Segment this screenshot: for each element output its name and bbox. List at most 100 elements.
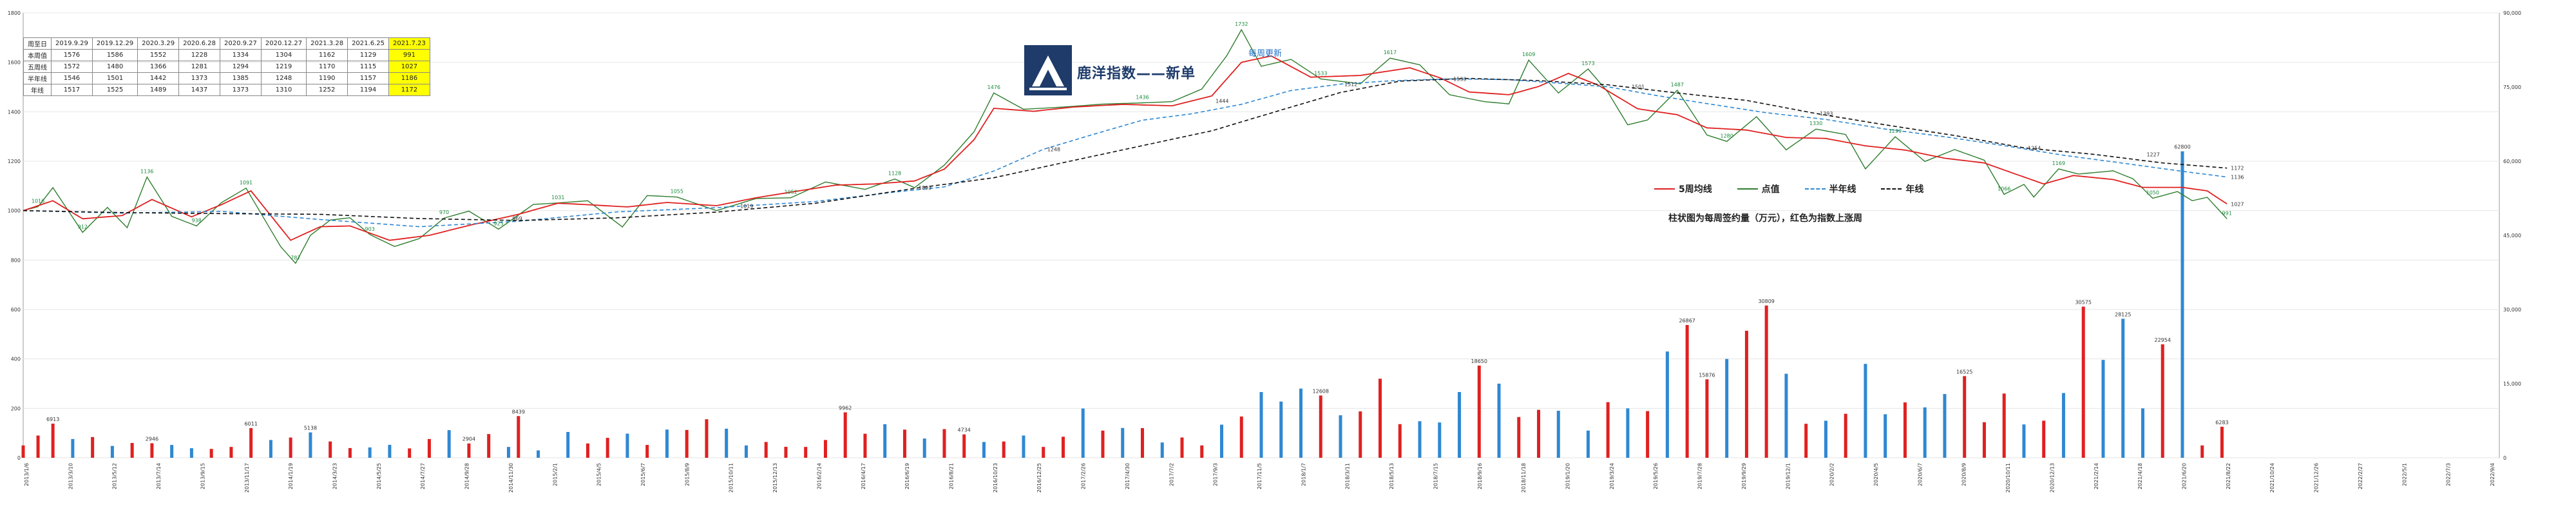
point-label: 1136 bbox=[140, 169, 153, 175]
x-tick-label: 2019/5/26 bbox=[1653, 463, 1659, 489]
series-line bbox=[23, 28, 2228, 264]
bar bbox=[1359, 411, 1362, 458]
x-tick-label: 2020/10/11 bbox=[2005, 463, 2011, 493]
bar bbox=[1379, 378, 1382, 458]
table-cell: 1172 bbox=[388, 84, 430, 96]
table-row-label: 半年线 bbox=[23, 72, 52, 84]
right-tick-label: 45,000 bbox=[2503, 233, 2521, 239]
bar bbox=[1804, 424, 1808, 458]
bar bbox=[1963, 376, 1967, 458]
legend-label: 点值 bbox=[1761, 184, 1780, 195]
bar-label: 4734 bbox=[958, 427, 971, 433]
bar bbox=[309, 432, 312, 458]
x-tick-label: 2019/7/28 bbox=[1697, 463, 1703, 489]
series-line bbox=[23, 78, 2228, 228]
x-tick-label: 2021/8/22 bbox=[2226, 463, 2231, 489]
table-header-cell: 2020.3.29 bbox=[137, 37, 180, 50]
bar bbox=[744, 445, 748, 458]
point-label: 903 bbox=[365, 226, 375, 232]
bar-label: 16525 bbox=[1956, 369, 1972, 375]
bar bbox=[2121, 319, 2125, 458]
x-tick-label: 2016/2/14 bbox=[816, 463, 822, 489]
page-title: 鹿洋指数——新单 bbox=[1077, 66, 1196, 82]
bar bbox=[1943, 394, 1947, 458]
point-label: 1066 bbox=[1998, 186, 2010, 191]
left-tick-label: 1600 bbox=[8, 60, 21, 66]
bar-label: 30575 bbox=[2075, 300, 2091, 306]
bar bbox=[2180, 151, 2184, 458]
table-header-cell: 2020.12.27 bbox=[260, 37, 307, 50]
bar bbox=[606, 438, 609, 458]
bar bbox=[982, 442, 986, 458]
table-row-label: 本周值 bbox=[23, 49, 52, 61]
x-tick-label: 2016/10/23 bbox=[993, 463, 998, 493]
bar bbox=[368, 447, 372, 458]
bar bbox=[1982, 422, 1986, 458]
bar bbox=[1517, 417, 1521, 458]
bar bbox=[1705, 379, 1709, 458]
x-tick-label: 2018/9/16 bbox=[1477, 463, 1483, 489]
bar bbox=[1864, 364, 1867, 458]
table-header-cell: 2021.3.28 bbox=[306, 37, 348, 50]
point-label: 1299 bbox=[1889, 128, 1902, 134]
table-cell: 1546 bbox=[51, 72, 93, 84]
x-tick-label: 2021/4/18 bbox=[2137, 463, 2143, 489]
bar bbox=[1042, 447, 1045, 458]
point-label: 1476 bbox=[987, 84, 1000, 90]
table-cell: 1252 bbox=[306, 84, 348, 96]
bar bbox=[1784, 373, 1788, 458]
x-tick-label: 2015/8/9 bbox=[684, 463, 690, 486]
legend-item-five-week: 5周均线 bbox=[1654, 182, 1712, 195]
table-cell: 1228 bbox=[178, 49, 220, 61]
bar bbox=[1061, 437, 1065, 458]
point-label: 1052 bbox=[784, 190, 797, 195]
x-tick-label: 2021/2/14 bbox=[2094, 463, 2099, 489]
table-cell: 1115 bbox=[347, 61, 389, 73]
line-label: 1172 bbox=[2231, 166, 2244, 172]
table-header-cell: 2020.9.27 bbox=[219, 37, 262, 50]
table-row: 五周线 1572 1480 1366 1281 1294 1219 1170 1115 1027 bbox=[23, 61, 430, 73]
bar bbox=[705, 419, 709, 458]
table-header-cell: 周至日 bbox=[23, 37, 52, 50]
point-label: 1617 bbox=[1384, 50, 1397, 55]
table-cell: 1281 bbox=[178, 61, 220, 73]
bar bbox=[843, 412, 847, 458]
bar bbox=[1081, 408, 1085, 458]
bar bbox=[1744, 330, 1748, 458]
left-tick-label: 1800 bbox=[8, 10, 21, 16]
table-cell: 1027 bbox=[388, 61, 430, 73]
bar bbox=[130, 443, 134, 458]
point-label: 1609 bbox=[1522, 52, 1535, 57]
table-cell: 1310 bbox=[260, 84, 307, 96]
bar bbox=[170, 445, 174, 458]
bar bbox=[2022, 424, 2026, 458]
x-tick-label: 2021/12/26 bbox=[2314, 463, 2320, 493]
table-cell: 1162 bbox=[306, 49, 348, 61]
table-cell: 1489 bbox=[137, 84, 180, 96]
bar bbox=[1239, 416, 1243, 458]
bar bbox=[784, 446, 788, 458]
line-label: 1512 bbox=[1344, 81, 1357, 87]
bar bbox=[209, 449, 213, 458]
left-tick-label: 1000 bbox=[8, 208, 21, 214]
bar-label: 12608 bbox=[1313, 388, 1329, 394]
bar bbox=[348, 447, 352, 458]
bar-label: 28125 bbox=[2115, 311, 2131, 317]
table-cell: 1334 bbox=[219, 49, 262, 61]
table-row-label: 年线 bbox=[23, 84, 52, 96]
bar bbox=[1101, 430, 1105, 458]
x-tick-label: 2019/9/29 bbox=[1741, 463, 1747, 489]
bar-label: 2946 bbox=[146, 436, 158, 442]
bar-label: 18650 bbox=[1471, 358, 1487, 364]
legend-label: 年线 bbox=[1905, 184, 1924, 195]
line-label: 1027 bbox=[2231, 201, 2244, 207]
left-tick-label: 0 bbox=[17, 455, 21, 461]
table-cell: 1186 bbox=[388, 72, 430, 84]
bar-label: 22954 bbox=[2154, 337, 2170, 343]
legend-item-half-year: 半年线 bbox=[1804, 182, 1856, 195]
x-tick-label: 2018/1/7 bbox=[1301, 463, 1306, 486]
line-label: 1501 bbox=[1632, 84, 1645, 90]
update-note: 每周更新 bbox=[1248, 49, 1283, 59]
series-line bbox=[23, 55, 2228, 241]
bar bbox=[1022, 435, 1026, 458]
